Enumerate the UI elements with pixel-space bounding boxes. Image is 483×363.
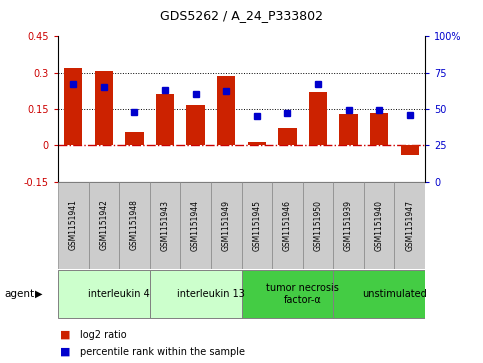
Bar (88, 182, 119, 269)
Bar (248, 142, 266, 145)
Text: GSM1151947: GSM1151947 (405, 200, 414, 250)
Bar (64, 68, 83, 145)
Text: GSM1151949: GSM1151949 (222, 200, 231, 250)
Text: agent: agent (5, 289, 35, 299)
Text: GSM1151941: GSM1151941 (69, 200, 78, 250)
Bar (242, 270, 333, 318)
Text: tumor necrosis
factor-α: tumor necrosis factor-α (266, 283, 339, 305)
Bar (395, 182, 425, 269)
Bar (58, 270, 150, 318)
Text: GSM1151943: GSM1151943 (160, 200, 170, 250)
Text: percentile rank within the sample: percentile rank within the sample (80, 347, 245, 357)
Text: ■: ■ (60, 330, 71, 340)
Bar (58, 182, 88, 269)
Text: GDS5262 / A_24_P333802: GDS5262 / A_24_P333802 (160, 9, 323, 22)
Bar (119, 182, 150, 269)
Bar (278, 128, 297, 145)
Bar (333, 270, 425, 318)
Bar (333, 182, 364, 269)
Text: GSM1151950: GSM1151950 (313, 200, 323, 250)
Text: GSM1151946: GSM1151946 (283, 200, 292, 250)
Text: interleukin 4: interleukin 4 (88, 289, 150, 299)
Text: GSM1151942: GSM1151942 (99, 200, 108, 250)
Text: ■: ■ (60, 347, 71, 357)
Text: GSM1151948: GSM1151948 (130, 200, 139, 250)
Bar (309, 92, 327, 145)
Text: unstimulated: unstimulated (362, 289, 427, 299)
Text: ▶: ▶ (35, 289, 43, 299)
Bar (242, 182, 272, 269)
Bar (150, 270, 242, 318)
Bar (156, 94, 174, 145)
Bar (400, 145, 419, 155)
Text: GSM1151944: GSM1151944 (191, 200, 200, 250)
Bar (364, 182, 395, 269)
Text: interleukin 13: interleukin 13 (177, 289, 245, 299)
Bar (125, 132, 143, 145)
Bar (370, 113, 388, 145)
Bar (150, 182, 180, 269)
Bar (211, 182, 242, 269)
Bar (217, 76, 235, 145)
Bar (95, 72, 113, 145)
Bar (340, 114, 358, 145)
Bar (303, 182, 333, 269)
Text: log2 ratio: log2 ratio (80, 330, 127, 340)
Bar (272, 182, 303, 269)
Text: GSM1151945: GSM1151945 (252, 200, 261, 250)
Bar (180, 182, 211, 269)
Bar (186, 105, 205, 145)
Text: GSM1151940: GSM1151940 (375, 200, 384, 250)
Text: GSM1151939: GSM1151939 (344, 200, 353, 250)
